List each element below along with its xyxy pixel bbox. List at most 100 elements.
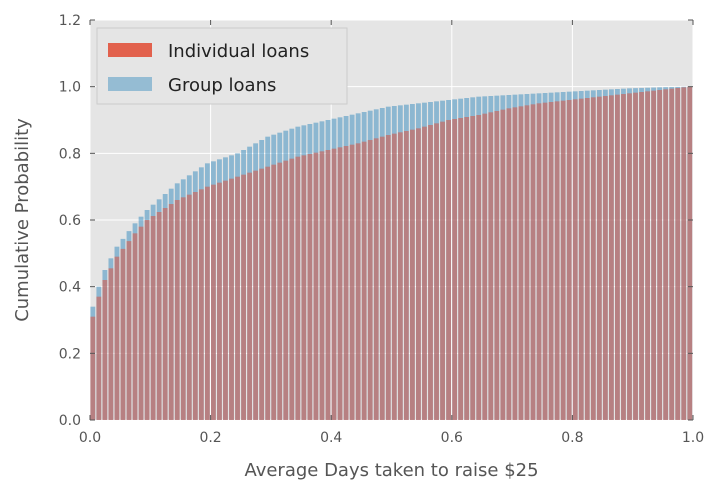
- bar-individual-loans: [627, 93, 632, 420]
- bar-individual-loans: [108, 268, 114, 420]
- bar-individual-loans: [379, 136, 385, 420]
- bar-individual-loans: [482, 113, 488, 421]
- bar-individual-loans: [180, 197, 186, 420]
- bar-individual-loans: [645, 91, 650, 420]
- bar-individual-loans: [397, 132, 403, 421]
- bar-individual-loans: [657, 90, 663, 420]
- bar-individual-loans: [560, 100, 566, 421]
- bar-individual-loans: [464, 117, 470, 420]
- bar-individual-loans: [114, 256, 120, 420]
- bar-individual-loans: [217, 182, 222, 420]
- bar-individual-loans: [385, 135, 391, 420]
- legend-swatch-individual-loans: [108, 43, 152, 57]
- bar-individual-loans: [428, 125, 433, 420]
- bar-individual-loans: [518, 106, 524, 420]
- bar-individual-loans: [488, 112, 494, 420]
- bar-individual-loans: [144, 220, 150, 420]
- bar-individual-loans: [162, 208, 168, 420]
- bar-individual-loans: [150, 216, 156, 420]
- bar-individual-loans: [524, 105, 530, 420]
- bar-individual-loans: [440, 121, 445, 421]
- legend: Individual loans Group loans: [96, 27, 348, 105]
- bar-individual-loans: [596, 96, 602, 421]
- bar-individual-loans: [391, 133, 397, 420]
- bar-individual-loans: [542, 102, 548, 421]
- bar-individual-loans: [192, 192, 198, 420]
- bar-individual-loans: [156, 212, 162, 420]
- bar-individual-loans: [253, 170, 259, 420]
- y-tick-label: 1.0: [59, 80, 81, 96]
- bar-individual-loans: [229, 178, 234, 420]
- bar-individual-loans: [458, 118, 464, 420]
- bar-individual-loans: [126, 241, 132, 420]
- bar-individual-loans: [223, 180, 228, 420]
- bar-individual-loans: [452, 119, 458, 420]
- bar-individual-loans: [548, 102, 554, 420]
- bar-individual-loans: [687, 86, 693, 421]
- histogram-bars: [90, 86, 693, 421]
- bar-individual-loans: [434, 123, 439, 420]
- bar-individual-loans: [265, 166, 271, 420]
- bar-individual-loans: [578, 98, 584, 421]
- bar-individual-loans: [241, 174, 246, 420]
- legend-box: [96, 27, 348, 105]
- bar-individual-loans: [337, 147, 343, 421]
- bar-individual-loans: [675, 88, 681, 420]
- bar-individual-loans: [590, 97, 596, 420]
- bar-individual-loans: [259, 168, 265, 420]
- bar-individual-loans: [367, 140, 373, 420]
- bar-individual-loans: [536, 103, 542, 420]
- bar-individual-loans: [584, 98, 590, 420]
- x-tick-label: 0.8: [561, 430, 583, 446]
- bar-individual-loans: [373, 138, 379, 421]
- y-tick-label: 0.0: [59, 413, 81, 429]
- bar-individual-loans: [301, 155, 307, 421]
- bar-individual-loans: [506, 108, 512, 420]
- bar-individual-loans: [349, 144, 355, 420]
- bar-individual-loans: [247, 172, 253, 420]
- bar-individual-loans: [663, 89, 669, 420]
- bar-individual-loans: [615, 94, 620, 421]
- bar-individual-loans: [186, 194, 192, 420]
- bar-individual-loans: [313, 152, 319, 420]
- bar-individual-loans: [283, 160, 289, 420]
- x-tick-label: 0.4: [320, 430, 342, 446]
- bar-individual-loans: [211, 184, 216, 420]
- y-tick-label: 0.2: [59, 346, 81, 362]
- bar-individual-loans: [681, 87, 687, 420]
- bar-individual-loans: [168, 204, 174, 420]
- bar-individual-loans: [403, 131, 409, 420]
- y-tick-label: 0.4: [59, 280, 81, 296]
- bar-individual-loans: [235, 176, 240, 420]
- bar-individual-loans: [446, 120, 451, 420]
- axis-ticks: 0.0 0.2 0.4 0.6 0.8 1.0 0.0 0.2 0.4 0.6 0.8 1.0 1.2: [59, 13, 704, 446]
- bar-individual-loans: [476, 115, 482, 420]
- bar-individual-loans: [174, 200, 180, 420]
- bar-individual-loans: [530, 104, 536, 420]
- bar-individual-loans: [621, 94, 626, 420]
- bar-individual-loans: [470, 116, 476, 420]
- bar-individual-loans: [669, 88, 675, 421]
- x-tick-label: 0.0: [79, 430, 101, 446]
- bar-individual-loans: [319, 151, 325, 421]
- bar-individual-loans: [512, 107, 518, 420]
- bar-individual-loans: [494, 111, 500, 420]
- bar-individual-loans: [204, 186, 210, 420]
- bar-individual-loans: [289, 158, 295, 420]
- y-tick-label: 0.6: [59, 213, 81, 229]
- bar-individual-loans: [409, 129, 415, 420]
- bar-individual-loans: [500, 109, 506, 421]
- bar-individual-loans: [277, 162, 283, 420]
- x-tick-label: 0.2: [199, 430, 221, 446]
- bar-individual-loans: [198, 189, 204, 420]
- bar-individual-loans: [639, 92, 644, 420]
- legend-label-individual-loans: Individual loans: [168, 41, 309, 62]
- bar-individual-loans: [355, 143, 361, 421]
- bar-individual-loans: [343, 146, 349, 420]
- bar-individual-loans: [633, 92, 638, 421]
- bar-individual-loans: [651, 90, 657, 421]
- bar-individual-loans: [566, 100, 572, 420]
- bar-individual-loans: [307, 154, 313, 420]
- y-axis-title: Cumulative Probability: [12, 118, 33, 322]
